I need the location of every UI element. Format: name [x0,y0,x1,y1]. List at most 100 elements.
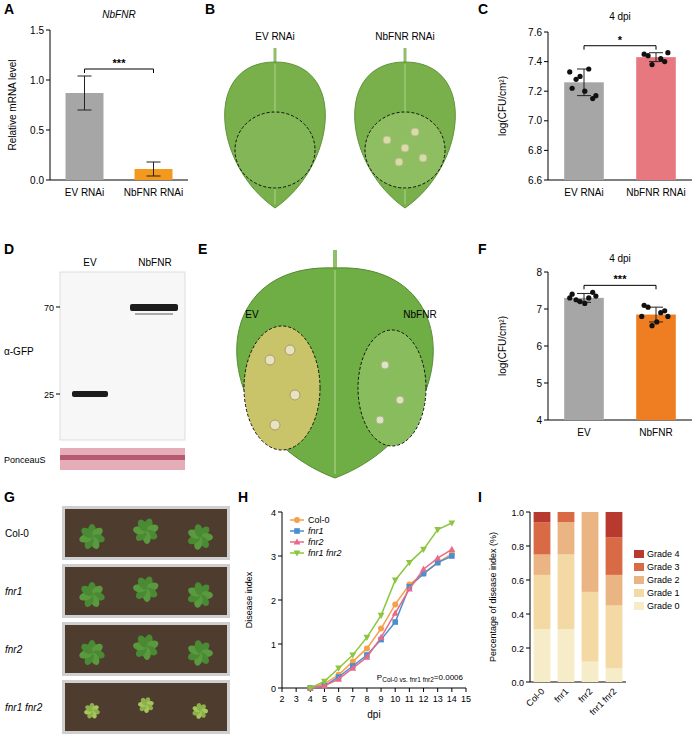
tray [62,564,230,618]
data-point [649,323,654,328]
legend-label: Col-0 [308,515,330,525]
bar-segment [534,512,551,522]
legend-label: Grade 1 [647,588,680,598]
bar-segment [558,555,575,630]
lesion [411,128,419,136]
infiltration-area [235,112,315,188]
line-marker [364,635,371,641]
x-tick-label: NbFNR [639,427,672,438]
rosette-leaf [194,523,204,537]
legend-label: Grade 2 [647,575,680,585]
y-tick-label: 6 [536,341,542,352]
data-point [665,50,670,55]
x-tick [423,688,424,692]
band [130,304,178,311]
line-marker [406,560,413,566]
x-tick-label: EV [577,427,591,438]
y-tick [46,180,50,181]
y-tick [278,512,282,513]
panel-title: 4 dpi [609,11,631,22]
y-tick-label: 6.6 [528,175,542,186]
data-point [586,295,591,300]
line-marker [349,665,356,671]
bar-segment [558,512,575,513]
y-tick [544,150,548,151]
data-point [590,96,595,101]
legend-label: Grade 0 [647,601,680,611]
western-blot-d: 7025EVNbFNRα-GFPPonceauS [4,257,185,470]
bar-segment [558,512,575,522]
x-tick-label: fnr2 [576,686,594,704]
rosette-leaf [136,518,150,533]
line-marker [448,520,455,526]
error-cap [78,76,92,77]
y-axis-line [548,32,549,180]
y-tick [46,130,50,131]
y-tick [278,644,282,645]
y-tick-label: 0.0 [511,678,524,688]
plot-area [534,512,623,682]
line-marker [294,528,300,534]
genotype-label: Col-0 [5,528,29,539]
y-axis-title: log(CFU/cm²) [497,76,508,136]
x-tick-label: Col-0 [524,686,546,708]
line-marker [294,517,300,523]
line-marker [364,654,371,660]
bar-segment [606,606,623,669]
line-marker [308,685,314,691]
infiltration-area [244,326,320,450]
band-shadow [135,313,173,315]
line-marker [321,679,328,685]
leaf [237,268,434,478]
y-tick [544,383,548,384]
plot-area [564,290,676,420]
line-marker [434,555,441,561]
legend-swatch [634,550,644,558]
y-axis-line [530,512,531,682]
bar-segment [582,592,599,662]
lesion [401,144,409,152]
panel-title: NbFNR [102,9,135,20]
y-axis-line [50,30,51,180]
genotype-label: fnr1 [5,586,22,597]
x-tick-label: 12 [419,694,429,704]
line-marker [448,546,455,552]
x-tick-label: fnr1 fnr2 [588,686,619,717]
leaf-label: NbFNR [403,309,436,320]
line-marker [434,527,441,533]
x-tick-label: EV RNAi [564,187,603,198]
tray [62,622,230,676]
panel-letter: E [198,241,207,257]
x-tick-label: 14 [447,694,457,704]
y-tick-label: 8 [536,267,542,278]
plot-area [564,50,676,180]
y-tick [46,30,50,31]
x-tick-label: 4 [308,694,313,704]
x-tick-label: 11 [405,694,414,704]
y-tick [526,546,530,547]
bar [564,298,604,420]
y-tick [278,556,282,557]
rosette-leaf [196,703,202,712]
data-point [654,319,659,324]
line-marker [392,619,398,625]
figure: 0.00.51.01.5Relative mRNA levelNbFNREV R… [0,0,700,743]
x-tick-label: 7 [350,694,355,704]
lesion [290,390,300,400]
data-point [567,69,572,74]
y-tick [526,682,530,683]
plant-photo-g: Col-0fnr1fnr2fnr1 fnr2 [5,506,230,734]
line-marker [420,547,427,553]
line-marker [307,685,314,691]
bar-segment [582,512,599,513]
line-marker [449,553,455,559]
marker-label: 25 [44,390,54,400]
error-bar [577,69,591,96]
legend-swatch [634,576,644,584]
rosette-leaf [140,697,148,706]
y-tick [526,512,530,513]
line-marker [378,613,385,619]
significance-bracket [584,46,656,50]
line-marker [335,676,342,682]
rosette-leaf [136,634,150,649]
